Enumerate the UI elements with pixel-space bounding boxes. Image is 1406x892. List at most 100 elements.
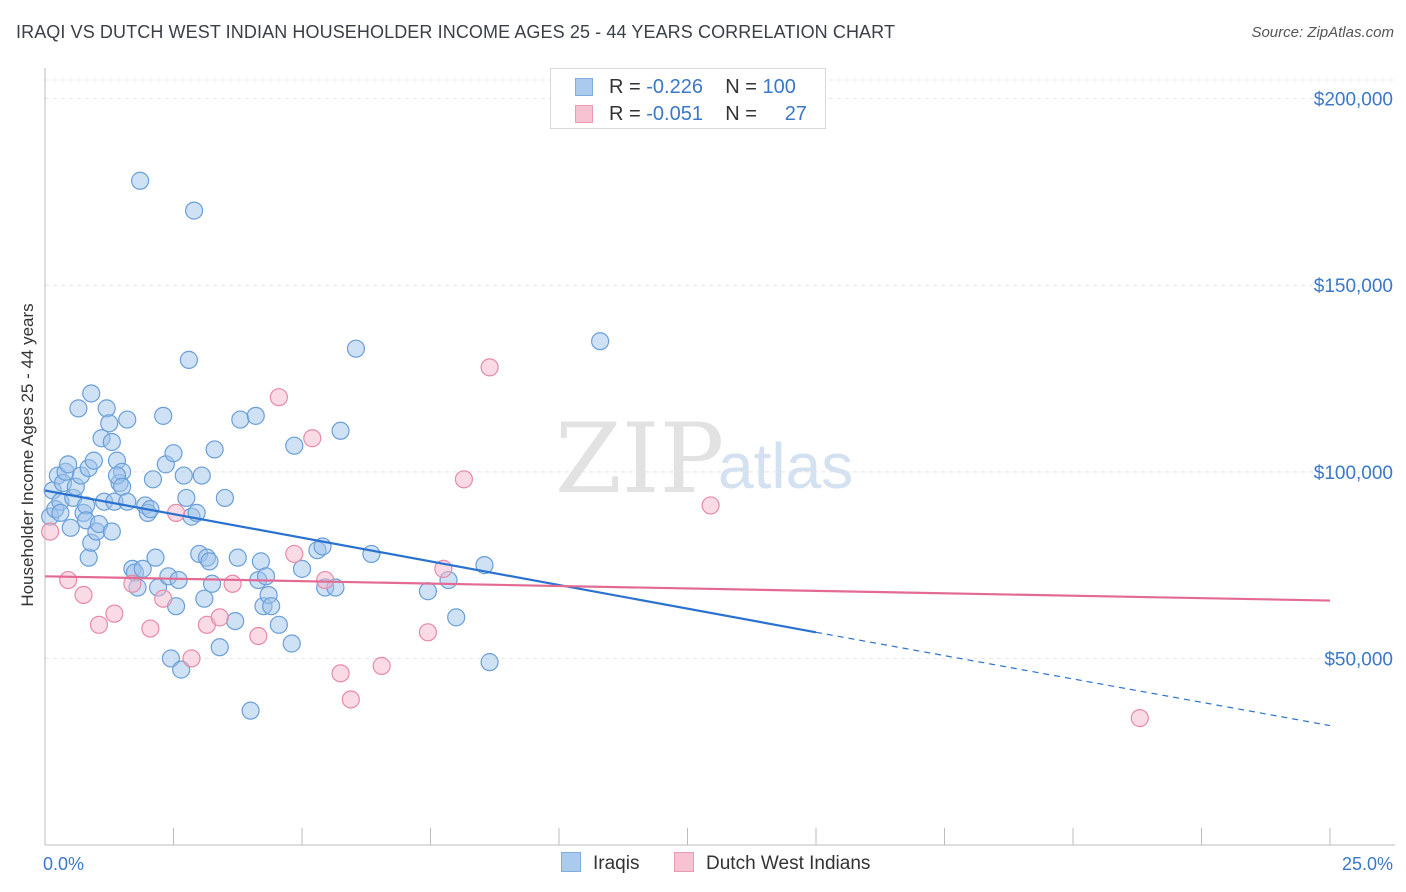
iraqi-point <box>210 638 229 657</box>
trend-lines <box>44 489 1331 727</box>
iraqi-point <box>292 559 312 578</box>
dutch-point <box>454 470 474 489</box>
y-tick-label: $50,000 <box>1324 649 1393 670</box>
iraqi-point <box>418 582 438 601</box>
iraqi-point <box>51 503 70 522</box>
iraqi-point <box>447 608 466 627</box>
dutch-point <box>210 608 229 627</box>
iraqi-points <box>41 171 610 720</box>
iraqi-point <box>118 410 137 429</box>
iraqi-point <box>100 414 119 433</box>
iraqi-point <box>146 548 165 567</box>
dutch-point <box>316 570 335 590</box>
iraqis-swatch <box>561 852 581 872</box>
iraqi-swatch <box>575 78 593 96</box>
dutch-point <box>285 544 304 564</box>
dutch-point <box>89 615 109 634</box>
iraqi-point <box>102 432 121 452</box>
iraqi-point <box>362 544 381 564</box>
iraqi-point <box>262 597 281 616</box>
iraqi-point <box>246 406 265 425</box>
iraqi-point <box>200 552 219 571</box>
x-tick-label: 25.0% <box>1342 854 1393 874</box>
dutch-point <box>154 589 173 608</box>
legend-r-value: -0.226 <box>646 76 703 98</box>
iraqi-point <box>226 611 245 631</box>
dutch-swatch <box>575 105 593 123</box>
dutch-point <box>331 664 350 683</box>
iraqi-point <box>205 440 224 459</box>
dutch-swatch <box>674 852 694 872</box>
iraqi-point <box>228 548 247 567</box>
correlation-legend: R = -0.226 N = 100 R = -0.051 N = 27 <box>550 68 826 129</box>
dutch-point <box>141 619 160 638</box>
watermark-zip: ZIP <box>555 403 724 515</box>
iraqi-point <box>269 615 288 634</box>
bottom-legend-label: Iraqis <box>593 853 640 874</box>
iraqi-point <box>475 556 494 575</box>
iraqi-point <box>174 466 193 485</box>
iraqi-trend-extension <box>815 631 1331 727</box>
dutch-point <box>182 649 201 668</box>
dutch-point <box>372 656 391 675</box>
iraqi-point <box>346 339 366 358</box>
legend-r-value: -0.051 <box>646 103 703 125</box>
legend-n-label: N = <box>725 103 757 125</box>
grid-lines <box>45 79 1395 659</box>
iraqi-point <box>591 332 610 351</box>
bottom-legend-label: Dutch West Indians <box>706 853 871 874</box>
iraqi-point <box>102 522 121 541</box>
dutch-point <box>1130 709 1149 728</box>
iraqi-point <box>215 488 234 508</box>
y-axis-label: Householder Income Ages 25 - 44 years <box>18 303 37 606</box>
legend-r-label: R = <box>609 76 641 98</box>
iraqi-point <box>154 406 173 425</box>
dutch-point <box>59 570 78 590</box>
dutch-point <box>701 496 720 515</box>
bottom-legend-iraqis: Iraqis <box>561 852 639 875</box>
iraqi-trend-line <box>44 489 817 634</box>
watermark-atlas: atlas <box>718 430 853 502</box>
legend-n-value: 27 <box>784 103 807 125</box>
y-tick-label: $200,000 <box>1314 90 1393 111</box>
iraqi-point <box>84 451 103 470</box>
iraqi-point <box>282 634 301 653</box>
tick-labels: $50,000 $100,000 $150,000 $200,000 0.0% 25.0% <box>43 90 1393 874</box>
dutch-point <box>341 690 360 709</box>
iraqi-point <box>195 589 214 608</box>
iraqi-point <box>285 436 304 455</box>
y-tick-label: $100,000 <box>1314 463 1393 484</box>
iraqi-point <box>202 574 222 593</box>
dutch-point <box>418 623 438 642</box>
dutch-point <box>123 574 142 593</box>
iraqi-point <box>79 548 98 567</box>
dutch-point <box>480 358 499 377</box>
iraqi-point <box>59 455 78 474</box>
iraqi-point <box>164 444 183 463</box>
iraqi-point <box>177 488 196 508</box>
dutch-point <box>74 585 93 605</box>
y-tick-label: $150,000 <box>1314 276 1393 297</box>
iraqi-point <box>179 350 199 369</box>
dutch-trend-line <box>44 575 1331 602</box>
dutch-point <box>303 429 322 448</box>
iraqi-point <box>231 410 250 429</box>
legend-n-label: N = <box>725 76 757 98</box>
legend-n-value: 100 <box>762 76 796 98</box>
iraqi-point <box>130 171 150 190</box>
iraqi-point <box>184 201 204 220</box>
dutch-point <box>41 522 60 541</box>
iraqi-point <box>172 660 191 679</box>
iraqi-point <box>161 649 181 668</box>
iraqi-point <box>241 701 260 720</box>
dutch-point <box>269 388 288 407</box>
bottom-legend-dutch: Dutch West Indians <box>674 852 870 875</box>
watermark: ZIP atlas <box>555 403 853 515</box>
chart-title: IRAQI VS DUTCH WEST INDIAN HOUSEHOLDER I… <box>16 22 896 42</box>
source-credit: Source: ZipAtlas.com <box>1251 24 1394 41</box>
axes <box>44 68 1395 846</box>
iraqi-point <box>256 567 276 586</box>
iraqi-point <box>97 399 116 418</box>
iraqi-point <box>331 421 350 440</box>
